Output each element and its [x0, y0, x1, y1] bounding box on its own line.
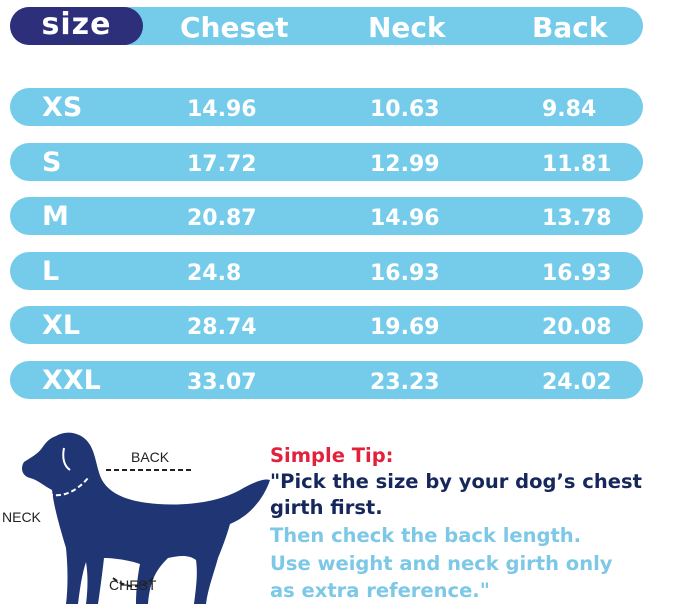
chest-value: 14.96	[187, 97, 257, 122]
neck-value: 10.63	[370, 97, 440, 122]
tip-line-1: "Pick the size by your dog’s chest	[270, 470, 642, 493]
tip-line-4: Use weight and neck girth only	[270, 552, 613, 575]
size-header: size	[10, 7, 143, 45]
neck-header: Neck	[368, 11, 446, 44]
size-row: XXL 33.07 23.23 24.02	[10, 361, 643, 399]
back-value: 20.08	[542, 315, 612, 340]
size-label: XL	[42, 310, 81, 341]
header-bar: size Cheset Neck Back	[10, 7, 643, 45]
back-value: 16.93	[542, 261, 612, 286]
size-row: XS 14.96 10.63 9.84	[10, 88, 643, 126]
neck-value: 16.93	[370, 261, 440, 286]
tip-title: Simple Tip:	[270, 444, 394, 467]
size-label: M	[42, 201, 69, 232]
tip-line-2: girth first.	[270, 496, 383, 519]
size-label: L	[42, 256, 60, 287]
size-row: S 17.72 12.99 11.81	[10, 143, 643, 181]
dog-silhouette-icon	[22, 432, 270, 604]
back-value: 13.78	[542, 206, 612, 231]
chest-header: Cheset	[180, 11, 289, 44]
chest-label: CHEST	[109, 577, 157, 593]
neck-value: 19.69	[370, 315, 440, 340]
size-label: XXL	[42, 365, 101, 396]
tip-line-3: Then check the back length.	[270, 524, 582, 547]
size-label: S	[42, 147, 62, 178]
size-row: M 20.87 14.96 13.78	[10, 197, 643, 235]
back-header: Back	[532, 11, 608, 44]
chest-value: 20.87	[187, 206, 257, 231]
back-value: 9.84	[542, 97, 597, 122]
neck-value: 12.99	[370, 152, 440, 177]
neck-label: NECK	[2, 509, 41, 525]
chest-value: 28.74	[187, 315, 257, 340]
back-value: 24.02	[542, 370, 612, 395]
back-label: BACK	[131, 449, 170, 465]
chest-value: 24.8	[187, 261, 242, 286]
back-value: 11.81	[542, 152, 612, 177]
size-row: XL 28.74 19.69 20.08	[10, 306, 643, 344]
chest-value: 33.07	[187, 370, 257, 395]
tip-line-5: as extra reference."	[270, 579, 490, 602]
size-label: XS	[42, 92, 83, 123]
neck-value: 14.96	[370, 206, 440, 231]
chest-value: 17.72	[187, 152, 257, 177]
neck-value: 23.23	[370, 370, 440, 395]
size-row: L 24.8 16.93 16.93	[10, 252, 643, 290]
